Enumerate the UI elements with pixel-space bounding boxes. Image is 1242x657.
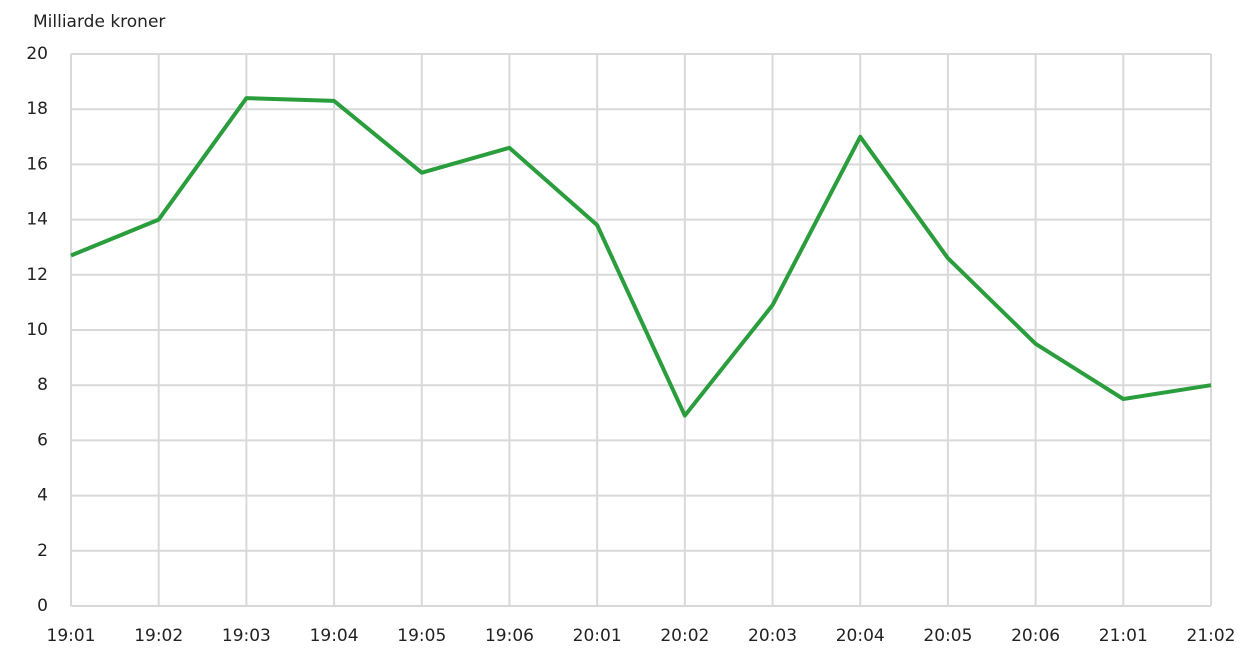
x-tick-label: 20:06 <box>1011 626 1060 646</box>
data-line <box>70 96 1212 418</box>
y-tick-label: 2 <box>37 541 48 561</box>
y-tick-label: 6 <box>37 430 48 450</box>
x-tick-label: 20:03 <box>748 626 797 646</box>
x-tick-label: 19:03 <box>222 626 271 646</box>
x-tick-label: 20:01 <box>573 626 622 646</box>
y-tick-label: 4 <box>37 486 48 506</box>
y-tick-label: 18 <box>26 99 48 119</box>
x-tick-label: 19:05 <box>397 626 446 646</box>
y-tick-label: 0 <box>37 596 48 616</box>
y-tick-label: 12 <box>26 265 48 285</box>
x-tick-label: 19:01 <box>47 626 96 646</box>
y-tick-label: 20 <box>26 44 48 64</box>
x-tick-label: 21:02 <box>1187 626 1236 646</box>
x-tick-label: 19:06 <box>485 626 534 646</box>
y-axis-label: Milliarde kroner <box>33 12 165 32</box>
x-tick-label: 20:02 <box>660 626 709 646</box>
y-tick-label: 10 <box>26 320 48 340</box>
y-tick-label: 14 <box>26 210 48 230</box>
x-tick-label: 19:04 <box>310 626 359 646</box>
x-tick-label: 20:05 <box>923 626 972 646</box>
y-tick-label: 16 <box>26 154 48 174</box>
x-tick-label: 21:01 <box>1099 626 1148 646</box>
x-tick-label: 19:02 <box>134 626 183 646</box>
y-tick-label: 8 <box>37 375 48 395</box>
x-tick-label: 20:04 <box>836 626 885 646</box>
